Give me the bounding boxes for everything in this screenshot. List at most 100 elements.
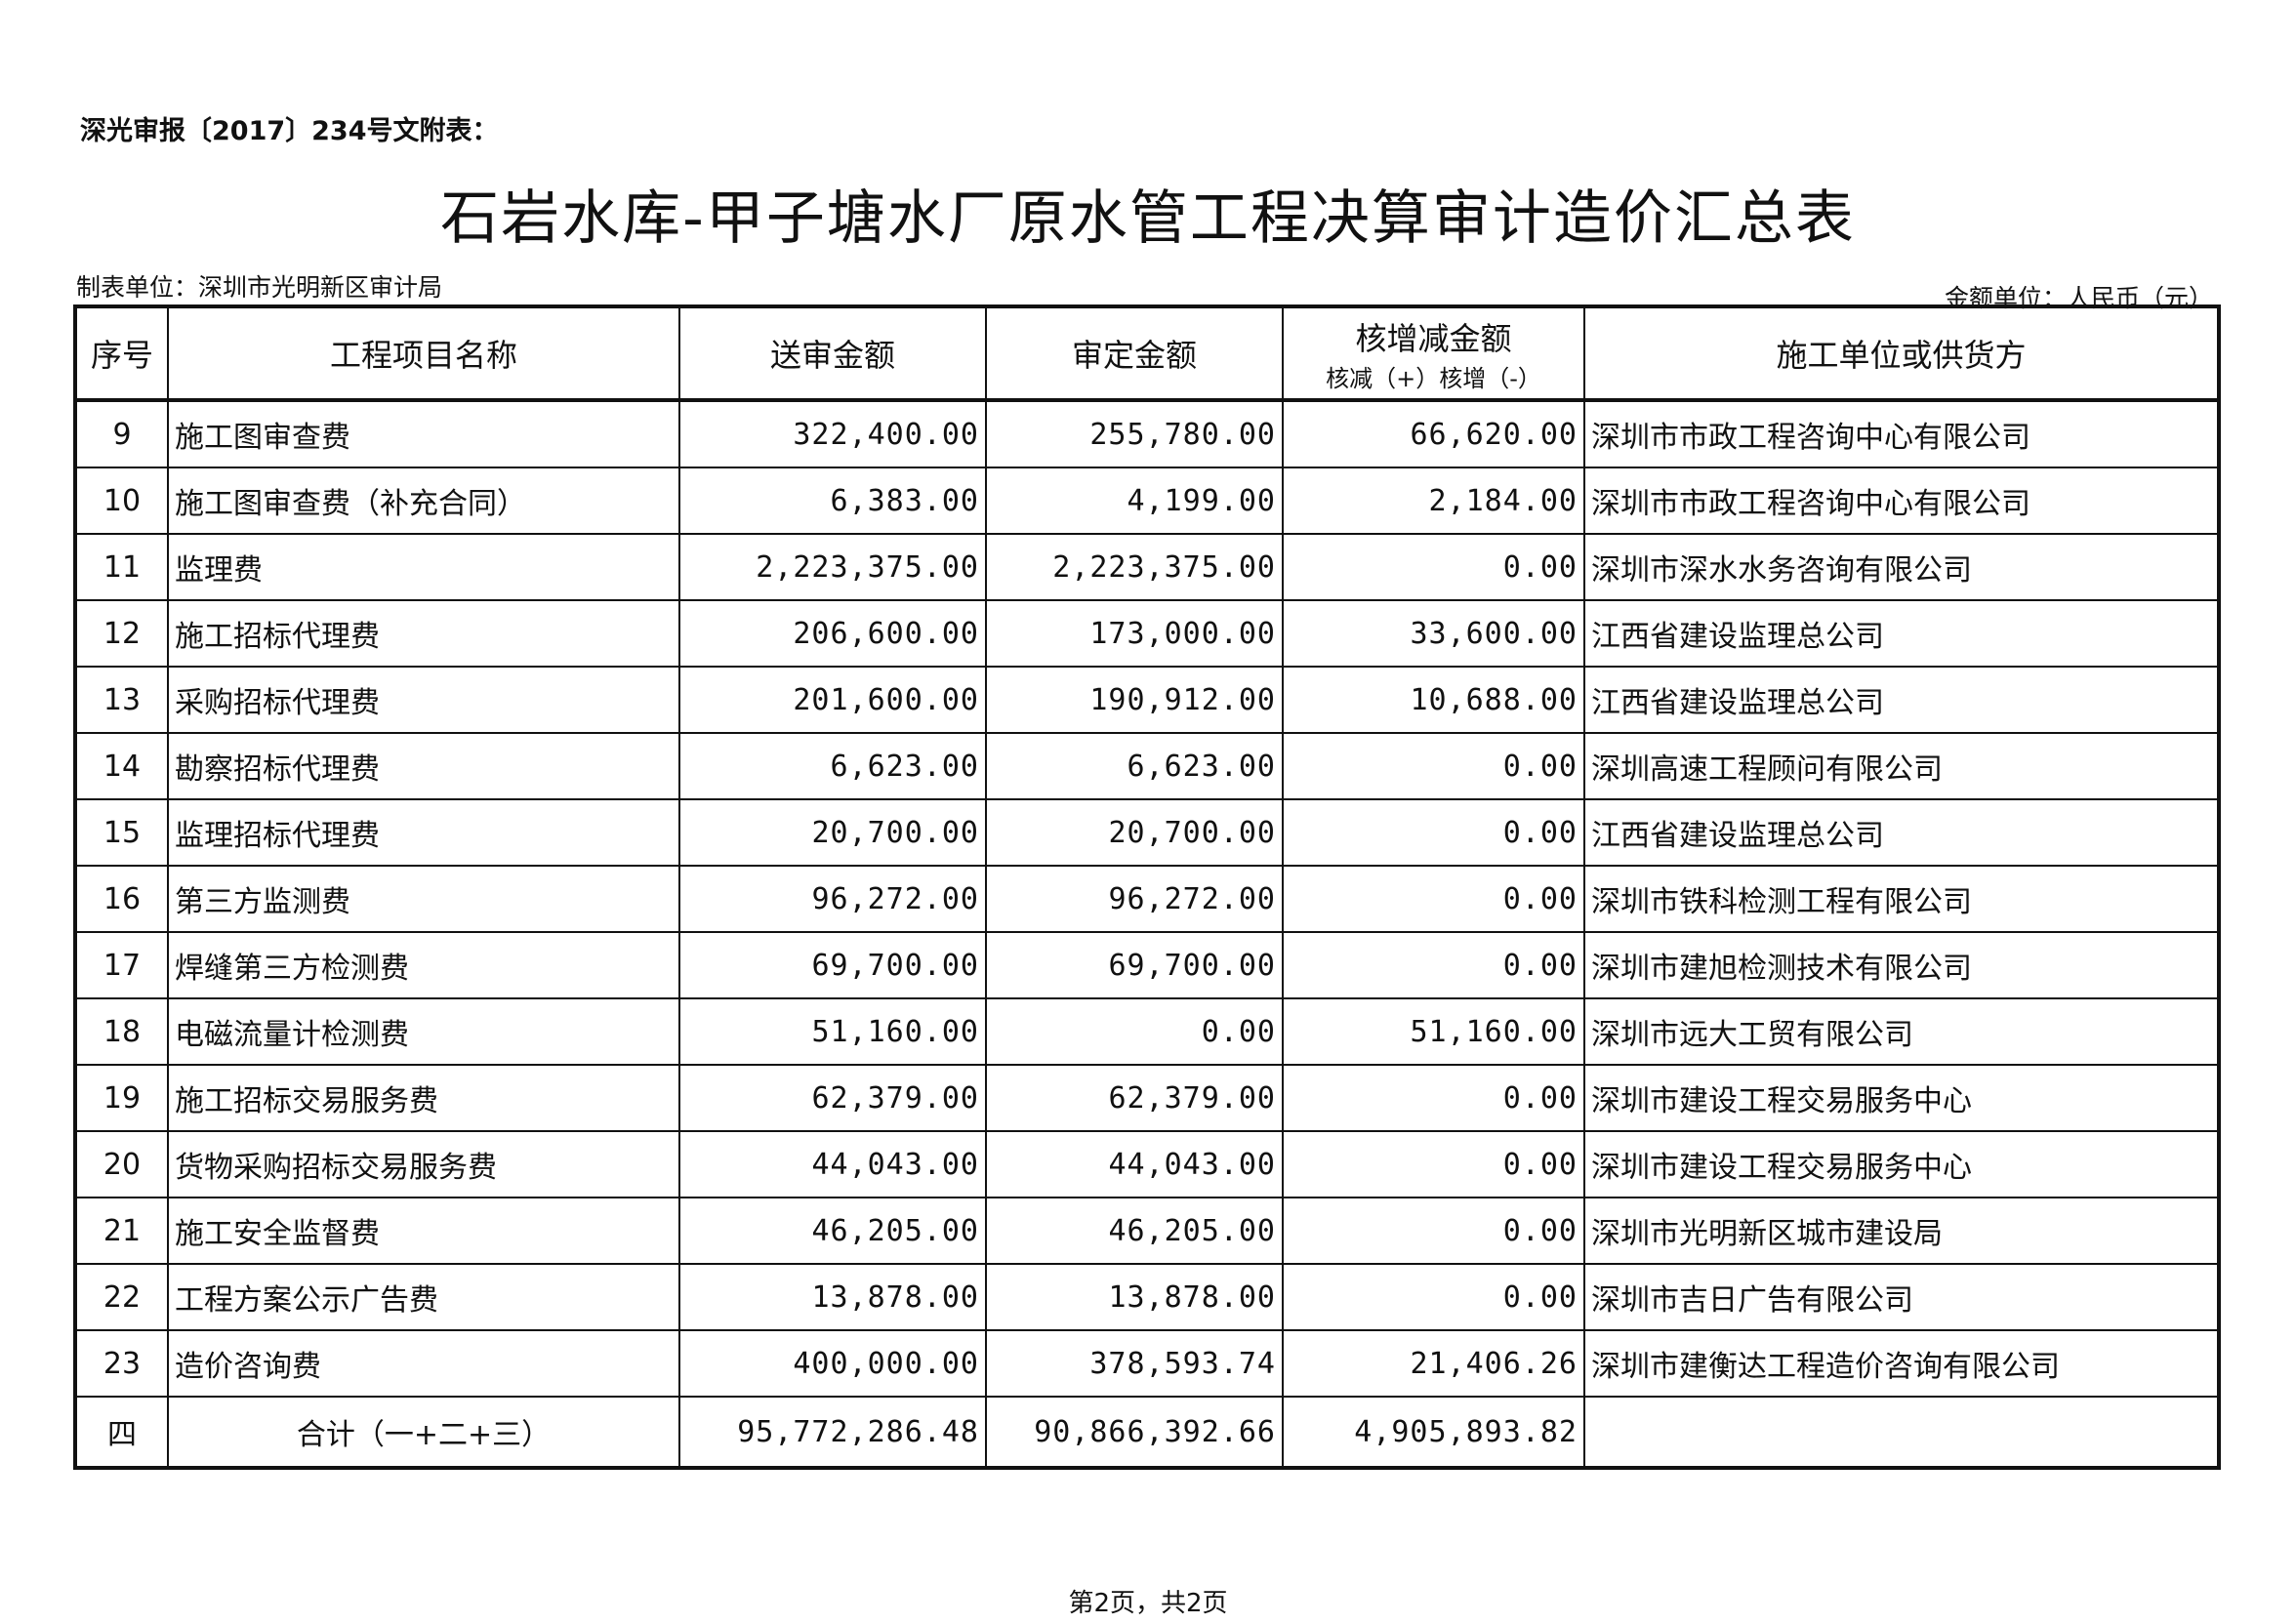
cell-name: 工程方案公示广告费 (167, 1263, 680, 1331)
cell-diff: 0.00 (1282, 1130, 1585, 1198)
header-diff: 核增减金额核减（+）核增（-） (1282, 305, 1585, 401)
cell-diff: 66,620.00 (1282, 399, 1585, 468)
header-approved: 审定金额 (985, 305, 1284, 401)
cell-submitted: 46,205.00 (678, 1197, 987, 1265)
table-row: 12 施工招标代理费 206,600.00 173,000.00 33,600.00 江西… (74, 599, 2220, 668)
cell-no: 18 (74, 997, 169, 1066)
table-row: 11 监理费 2,223,375.00 2,223,375.00 0.00 深圳市深水水务… (74, 533, 2220, 601)
header-name: 工程项目名称 (167, 305, 680, 401)
cell-diff: 10,688.00 (1282, 666, 1585, 734)
cell-approved: 44,043.00 (985, 1130, 1284, 1198)
cell-approved: 378,593.74 (985, 1329, 1284, 1398)
cell-diff: 0.00 (1282, 931, 1585, 999)
cell-no: 22 (74, 1263, 169, 1331)
cell-name: 造价咨询费 (167, 1329, 680, 1398)
header-submitted: 送审金额 (678, 305, 987, 401)
table-row: 17 焊缝第三方检测费 69,700.00 69,700.00 0.00 深圳市建旭检测技… (74, 931, 2220, 999)
cell-name: 第三方监测费 (167, 865, 680, 933)
cell-approved: 13,878.00 (985, 1263, 1284, 1331)
cell-name: 施工图审查费 (167, 399, 680, 468)
cell-no: 21 (74, 1197, 169, 1265)
cell-approved: 20,700.00 (985, 798, 1284, 867)
cell-name: 采购招标代理费 (167, 666, 680, 734)
table-header-row: 序号 工程项目名称 送审金额 审定金额 核增减金额核减（+）核增（-） 施工单位… (74, 305, 2220, 401)
cell-name: 监理费 (167, 533, 680, 601)
cell-name: 施工图审查费（补充合同） (167, 467, 680, 535)
cell-approved: 255,780.00 (985, 399, 1284, 468)
cell-no: 23 (74, 1329, 169, 1398)
table-row: 9 施工图审查费 322,400.00 255,780.00 66,620.00 深圳市市… (74, 399, 2220, 468)
cell-no: 四 (74, 1396, 169, 1469)
cell-diff: 51,160.00 (1282, 997, 1585, 1066)
cell-submitted: 201,600.00 (678, 666, 987, 734)
cell-no: 12 (74, 599, 169, 668)
cell-name: 电磁流量计检测费 (167, 997, 680, 1066)
cell-approved: 4,199.00 (985, 467, 1284, 535)
table-row: 10 施工图审查费（补充合同） 6,383.00 4,199.00 2,184.00 深圳… (74, 467, 2220, 535)
table-row: 15 监理招标代理费 20,700.00 20,700.00 0.00 江西省建设监理总公… (74, 798, 2220, 867)
cell-diff: 0.00 (1282, 1263, 1585, 1331)
header-no: 序号 (74, 305, 169, 401)
cell-name: 施工招标交易服务费 (167, 1064, 680, 1132)
cell-approved: 0.00 (985, 997, 1284, 1066)
cell-approved: 90,866,392.66 (985, 1396, 1284, 1469)
cell-submitted: 69,700.00 (678, 931, 987, 999)
cell-submitted: 400,000.00 (678, 1329, 987, 1398)
cell-submitted: 6,623.00 (678, 732, 987, 800)
cell-contractor: 江西省建设监理总公司 (1583, 599, 2220, 668)
cell-no: 11 (74, 533, 169, 601)
prepared-by: 制表单位：深圳市光明新区审计局 (76, 273, 443, 302)
cell-contractor: 江西省建设监理总公司 (1583, 798, 2220, 867)
cell-no: 19 (74, 1064, 169, 1132)
cell-contractor: 深圳市建衡达工程造价咨询有限公司 (1583, 1329, 2220, 1398)
cell-contractor: 深圳市吉日广告有限公司 (1583, 1263, 2220, 1331)
cell-approved: 190,912.00 (985, 666, 1284, 734)
cell-submitted: 322,400.00 (678, 399, 987, 468)
cell-contractor: 江西省建设监理总公司 (1583, 666, 2220, 734)
cell-contractor: 深圳市建设工程交易服务中心 (1583, 1064, 2220, 1132)
cell-submitted: 95,772,286.48 (678, 1396, 987, 1469)
table-row: 21 施工安全监督费 46,205.00 46,205.00 0.00 深圳市光明新区城市… (74, 1197, 2220, 1265)
cell-diff: 0.00 (1282, 732, 1585, 800)
table-row: 19 施工招标交易服务费 62,379.00 62,379.00 0.00 深圳市建设工程… (74, 1064, 2220, 1132)
cell-no: 17 (74, 931, 169, 999)
header-diff-label: 核增减金额 (1355, 319, 1512, 357)
cell-diff: 33,600.00 (1282, 599, 1585, 668)
cell-diff: 0.00 (1282, 533, 1585, 601)
cell-contractor: 深圳市光明新区城市建设局 (1583, 1197, 2220, 1265)
header-contractor: 施工单位或供货方 (1583, 305, 2220, 401)
cell-name: 货物采购招标交易服务费 (167, 1130, 680, 1198)
cell-diff: 0.00 (1282, 1197, 1585, 1265)
cell-submitted: 6,383.00 (678, 467, 987, 535)
total-row: 四合计（一+二+三） 95,772,286.48 90,866,392.66 4,90… (74, 1396, 2220, 1469)
cell-no: 14 (74, 732, 169, 800)
cell-no: 13 (74, 666, 169, 734)
cell-submitted: 2,223,375.00 (678, 533, 987, 601)
cell-approved: 62,379.00 (985, 1064, 1284, 1132)
header-diff-sub: 核减（+）核增（-） (1326, 364, 1541, 392)
cell-no: 16 (74, 865, 169, 933)
cell-name: 焊缝第三方检测费 (167, 931, 680, 999)
cell-contractor: 深圳市市政工程咨询中心有限公司 (1583, 467, 2220, 535)
cell-no: 10 (74, 467, 169, 535)
cell-contractor: 深圳市建设工程交易服务中心 (1583, 1130, 2220, 1198)
cell-contractor: 深圳市深水水务咨询有限公司 (1583, 533, 2220, 601)
cell-contractor: 深圳市市政工程咨询中心有限公司 (1583, 399, 2220, 468)
document-reference: 深光审报〔2017〕234号文附表： (80, 116, 499, 146)
cell-diff: 0.00 (1282, 798, 1585, 867)
cell-no: 9 (74, 399, 169, 468)
table-row: 20 货物采购招标交易服务费 44,043.00 44,043.00 0.00 深圳市建设… (74, 1130, 2220, 1198)
cell-approved: 46,205.00 (985, 1197, 1284, 1265)
cell-submitted: 51,160.00 (678, 997, 987, 1066)
cell-diff: 4,905,893.82 (1282, 1396, 1585, 1469)
cell-submitted: 206,600.00 (678, 599, 987, 668)
cell-name: 施工安全监督费 (167, 1197, 680, 1265)
audit-summary-table: 序号 工程项目名称 送审金额 审定金额 核增减金额核减（+）核增（-） 施工单位… (73, 304, 2221, 1470)
cell-contractor: 深圳高速工程顾问有限公司 (1583, 732, 2220, 800)
cell-diff: 2,184.00 (1282, 467, 1585, 535)
cell-approved: 2,223,375.00 (985, 533, 1284, 601)
page-number: 第2页，共2页 (1068, 1589, 1228, 1618)
cell-approved: 173,000.00 (985, 599, 1284, 668)
table-row: 16 第三方监测费 96,272.00 96,272.00 0.00 深圳市铁科检测工程有… (74, 865, 2220, 933)
cell-contractor: 深圳市建旭检测技术有限公司 (1583, 931, 2220, 999)
